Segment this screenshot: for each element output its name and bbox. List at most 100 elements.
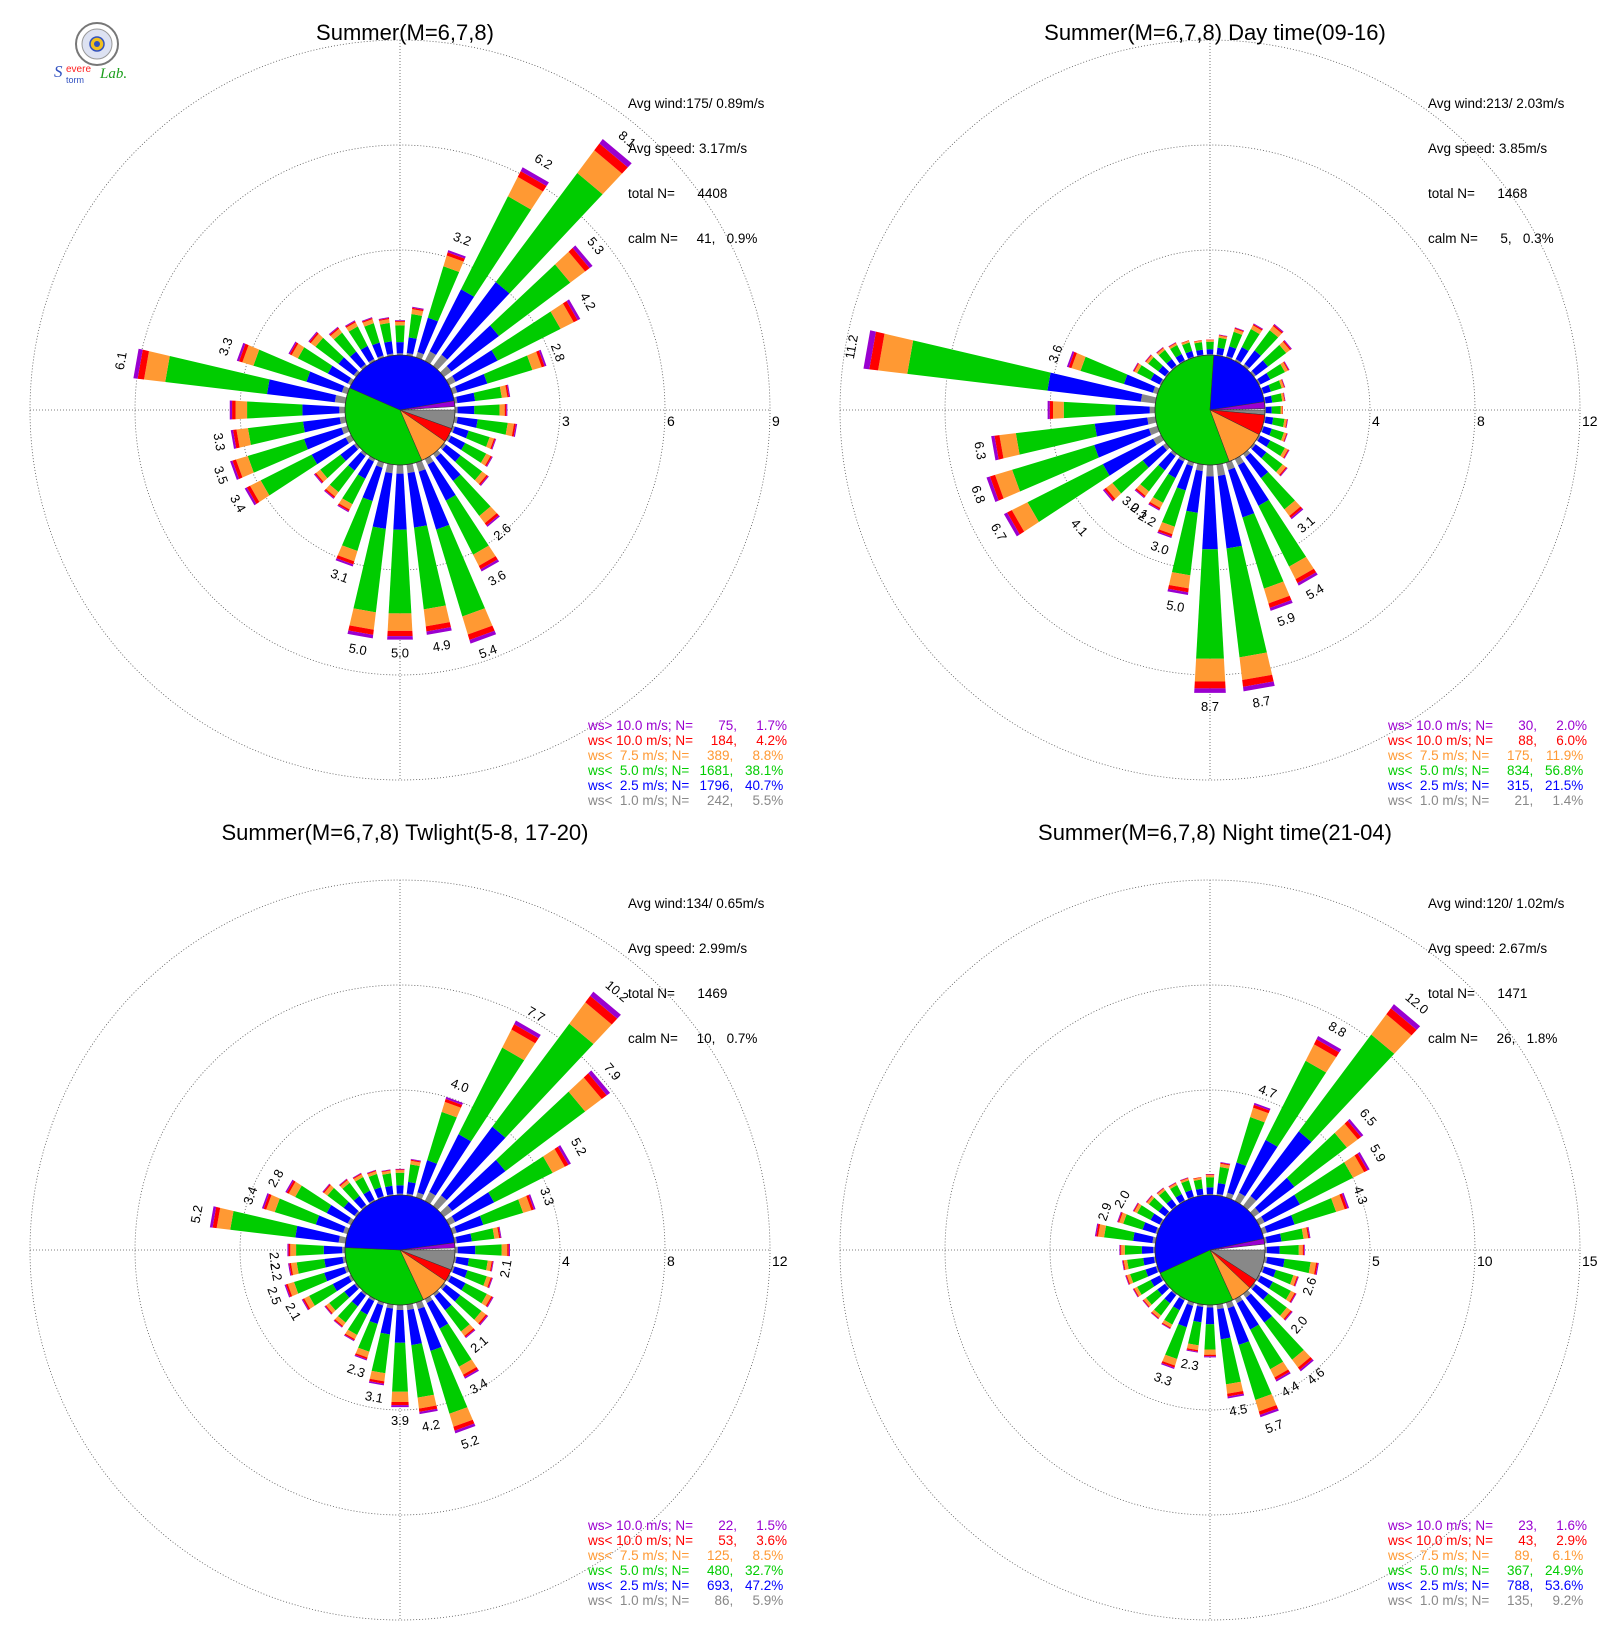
wind-bar-segment xyxy=(1170,1184,1182,1198)
wind-bar-segment xyxy=(1164,1211,1170,1218)
wind-bar-segment xyxy=(391,1405,409,1408)
wind-bar-segment xyxy=(1186,1343,1199,1351)
wind-bar-segment xyxy=(304,1295,315,1309)
wind-bar-segment xyxy=(1354,1153,1368,1173)
wind-bar-segment xyxy=(295,1185,332,1213)
wind-bar-segment xyxy=(303,427,344,450)
wind-bar-segment xyxy=(467,1258,488,1271)
wind-bar-segment xyxy=(569,1002,612,1045)
wind-bar-segment xyxy=(456,392,476,404)
wind-bar-segment xyxy=(1176,464,1193,491)
wind-bar-segment xyxy=(1137,1205,1155,1220)
wind-bar-segment xyxy=(336,555,355,565)
bar-value-label: 4.6 xyxy=(1304,1364,1327,1387)
wind-bar-segment xyxy=(1049,401,1054,419)
wind-bar-segment xyxy=(505,384,510,398)
legend-percent: 1.5% xyxy=(756,1518,788,1533)
legend-count: 21, xyxy=(1514,793,1534,808)
wind-bar-segment xyxy=(863,330,876,370)
wind-bar-segment xyxy=(1275,1371,1291,1382)
wind-bar-segment xyxy=(478,474,488,486)
wind-bar-segment xyxy=(1156,1187,1164,1194)
wind-bar-segment xyxy=(1242,674,1274,687)
wind-bar-segment xyxy=(1117,1212,1123,1223)
legend-entry: ws< 1.0 m/s; N= 135, 9.2% xyxy=(1388,1593,1587,1608)
legend-percent: 53.6% xyxy=(1545,1578,1584,1593)
wind-bar-segment xyxy=(1258,499,1307,567)
wind-bar-segment xyxy=(441,1101,461,1118)
wind-bar-segment xyxy=(506,384,511,397)
wind-bar-segment xyxy=(230,460,240,480)
wind-rose-plot: 4 8 123.15.45.98.78.75.03.02.22.13.04.16.7… xyxy=(839,39,1598,781)
legend-entry: ws< 2.5 m/s; N= 315, 21.5% xyxy=(1388,778,1587,793)
wind-bar-segment xyxy=(385,1185,394,1196)
bar-value-label: 3.3 xyxy=(215,335,235,357)
wind-bar-segment xyxy=(1162,1354,1178,1366)
bar-value-label: 2.5 xyxy=(264,1285,284,1307)
wind-bar-segment xyxy=(1281,379,1286,388)
wind-bar-segment xyxy=(508,1243,510,1257)
wind-bar-segment xyxy=(442,1284,461,1302)
wind-bar-segment xyxy=(1205,1177,1215,1188)
pie-outline xyxy=(344,354,456,466)
wind-bar-segment xyxy=(382,1173,393,1187)
wind-bar-segment xyxy=(388,529,412,614)
wind-bar-segment xyxy=(1305,1044,1337,1073)
wind-bar-segment xyxy=(288,1243,291,1257)
wind-bar-segment xyxy=(1261,1194,1301,1223)
wind-bar-segment xyxy=(1153,1256,1157,1263)
wind-bar-segment xyxy=(1245,1293,1273,1323)
wind-bar-segment xyxy=(427,461,456,501)
wind-bar-segment xyxy=(329,327,340,336)
wind-bar-segment xyxy=(1269,428,1285,441)
wind-bar-segment xyxy=(1168,584,1189,593)
wind-bar-segment xyxy=(1242,450,1251,458)
wind-bar-segment xyxy=(1280,405,1283,415)
wind-bar-segment xyxy=(446,375,456,386)
wind-bar-segment xyxy=(1344,1120,1362,1140)
legend-entry: ws< 5.0 m/s; N= 1681, 38.1% xyxy=(588,763,787,778)
wind-bar-segment xyxy=(1285,1290,1295,1302)
wind-bar-segment xyxy=(490,438,496,450)
wind-bar-segment xyxy=(367,1170,377,1175)
wind-bar-segment xyxy=(284,1284,291,1298)
legend-count: 1681, xyxy=(699,763,734,778)
wind-bar-segment xyxy=(1186,1348,1199,1352)
wind-bar-segment xyxy=(352,1173,362,1179)
wind-bar-segment xyxy=(326,1204,351,1224)
legend-label: ws< 2.5 m/s; N= xyxy=(1388,1578,1490,1593)
wind-bar-segment xyxy=(346,322,358,332)
wind-bar-segment xyxy=(1264,1316,1304,1360)
wind-bar-segment xyxy=(288,1181,302,1198)
wind-bar-segment xyxy=(1269,1281,1291,1300)
wind-bar-segment xyxy=(1157,1188,1166,1196)
wind-bar-segment xyxy=(1276,464,1286,475)
wind-bar-segment xyxy=(460,196,532,297)
wind-bar-segment xyxy=(568,1077,602,1112)
wind-bar-segment xyxy=(1238,1139,1278,1197)
wind-bar-segment xyxy=(1227,1306,1250,1346)
lab-logo: S evere torm Lab. xyxy=(52,22,142,86)
wind-bar-segment xyxy=(316,469,328,482)
wind-bar-segment xyxy=(1158,452,1176,471)
wind-bar-segment xyxy=(1302,1244,1304,1256)
wind-bar-segment xyxy=(230,1210,298,1238)
wind-bar-segment xyxy=(236,428,251,448)
wind-bar-segment xyxy=(324,1256,344,1268)
wind-bar-segment xyxy=(1121,1245,1125,1255)
wind-bar-segment xyxy=(1167,588,1189,595)
panel-title: Summer(M=6,7,8) Day time(09-16) xyxy=(1044,20,1386,45)
wind-bar-segment xyxy=(1194,342,1203,351)
wind-bar-segment xyxy=(1202,476,1218,550)
wind-bar-segment xyxy=(1274,1369,1290,1380)
wind-bar-segment xyxy=(320,454,346,479)
wind-bar-segment xyxy=(372,342,384,358)
wind-bar-segment xyxy=(367,1171,378,1177)
wind-bar-segment xyxy=(447,1159,506,1211)
wind-bar-segment xyxy=(466,430,490,447)
wind-bar-segment xyxy=(507,176,543,210)
wind-bar-segment xyxy=(355,1177,370,1195)
wind-bar-segment xyxy=(1151,1309,1162,1319)
wind-bar-segment xyxy=(410,1159,421,1163)
wind-bar-segment xyxy=(499,385,508,398)
